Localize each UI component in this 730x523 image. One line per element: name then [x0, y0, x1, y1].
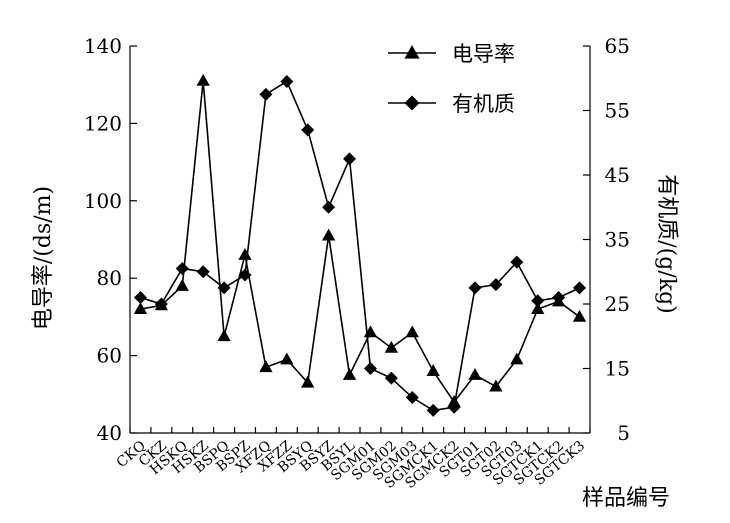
diamond-marker — [175, 262, 189, 276]
series-conductivity — [133, 73, 587, 407]
diamond-marker — [301, 123, 315, 137]
diamond-marker — [343, 152, 357, 166]
diamond-marker — [531, 294, 545, 308]
series-line — [140, 80, 581, 404]
diamond-marker — [217, 281, 231, 295]
triangle-marker — [301, 375, 315, 388]
triangle-marker — [384, 340, 399, 353]
right-tick-label: 65 — [605, 34, 630, 58]
diamond-marker — [363, 362, 377, 375]
left-tick-label: 60 — [97, 344, 122, 368]
triangle-marker — [196, 73, 210, 86]
x-axis-label: 样品编号 — [582, 486, 670, 511]
diamond-marker — [510, 255, 524, 269]
triangle-marker — [238, 247, 252, 260]
legend-diamond-marker — [404, 95, 420, 111]
legend-label: 电导率 — [452, 42, 515, 66]
diamond-marker — [489, 278, 503, 292]
triangle-marker — [572, 309, 587, 322]
right-tick-label: 45 — [605, 163, 630, 187]
left-axis-label: 电导率/(ds/m) — [31, 186, 56, 330]
triangle-marker — [510, 352, 524, 365]
left-tick-label: 100 — [84, 189, 122, 213]
diamond-marker — [322, 200, 336, 214]
diamond-marker — [259, 87, 273, 101]
triangle-marker — [175, 278, 189, 291]
series-organic-matter — [133, 74, 587, 417]
diamond-marker — [405, 391, 419, 405]
triangle-marker — [321, 228, 336, 241]
right-tick-label: 55 — [605, 99, 630, 123]
left-tick-label: 80 — [97, 266, 122, 290]
diamond-marker — [447, 400, 461, 414]
right-tick-label: 5 — [617, 421, 630, 445]
diamond-marker — [384, 371, 398, 385]
legend-label: 有机质 — [452, 92, 515, 116]
diamond-marker — [426, 403, 440, 417]
right-tick-label: 35 — [605, 228, 630, 252]
left-axis-ticks: 40 60 80 100 120 140 — [84, 34, 137, 445]
diamond-marker — [573, 281, 587, 295]
diamond-marker — [238, 268, 252, 282]
legend-triangle-marker — [404, 45, 420, 59]
diamond-marker — [133, 291, 147, 305]
diamond-marker — [154, 297, 168, 311]
left-tick-label: 40 — [97, 421, 122, 445]
right-tick-label: 25 — [605, 292, 630, 316]
triangle-marker — [405, 325, 419, 338]
x-axis-ticks: CKQCKZHSKQHSKZBSPQBSPZXFZQXFZZBSYQBSYZBS… — [114, 427, 591, 492]
diamond-marker — [280, 74, 294, 88]
series-layer — [133, 73, 587, 417]
triangle-marker — [280, 352, 294, 365]
right-tick-label: 15 — [605, 357, 630, 381]
right-axis-ticks: 5 15 25 35 45 55 65 — [583, 34, 630, 445]
triangle-marker — [489, 379, 503, 392]
diamond-marker — [196, 265, 210, 279]
triangle-marker — [531, 302, 545, 315]
right-axis-label: 有机质/(g/kg) — [654, 174, 679, 314]
triangle-marker — [426, 364, 440, 376]
plot-frame — [129, 46, 591, 434]
left-tick-label: 120 — [84, 111, 122, 135]
triangle-marker — [133, 302, 148, 315]
left-tick-label: 140 — [84, 34, 122, 58]
triangle-marker — [259, 360, 273, 373]
triangle-marker — [217, 329, 231, 342]
series-line — [140, 80, 580, 412]
triangle-marker — [468, 367, 482, 380]
diamond-marker — [468, 281, 482, 295]
diamond-marker — [552, 291, 566, 305]
triangle-marker — [342, 367, 357, 380]
